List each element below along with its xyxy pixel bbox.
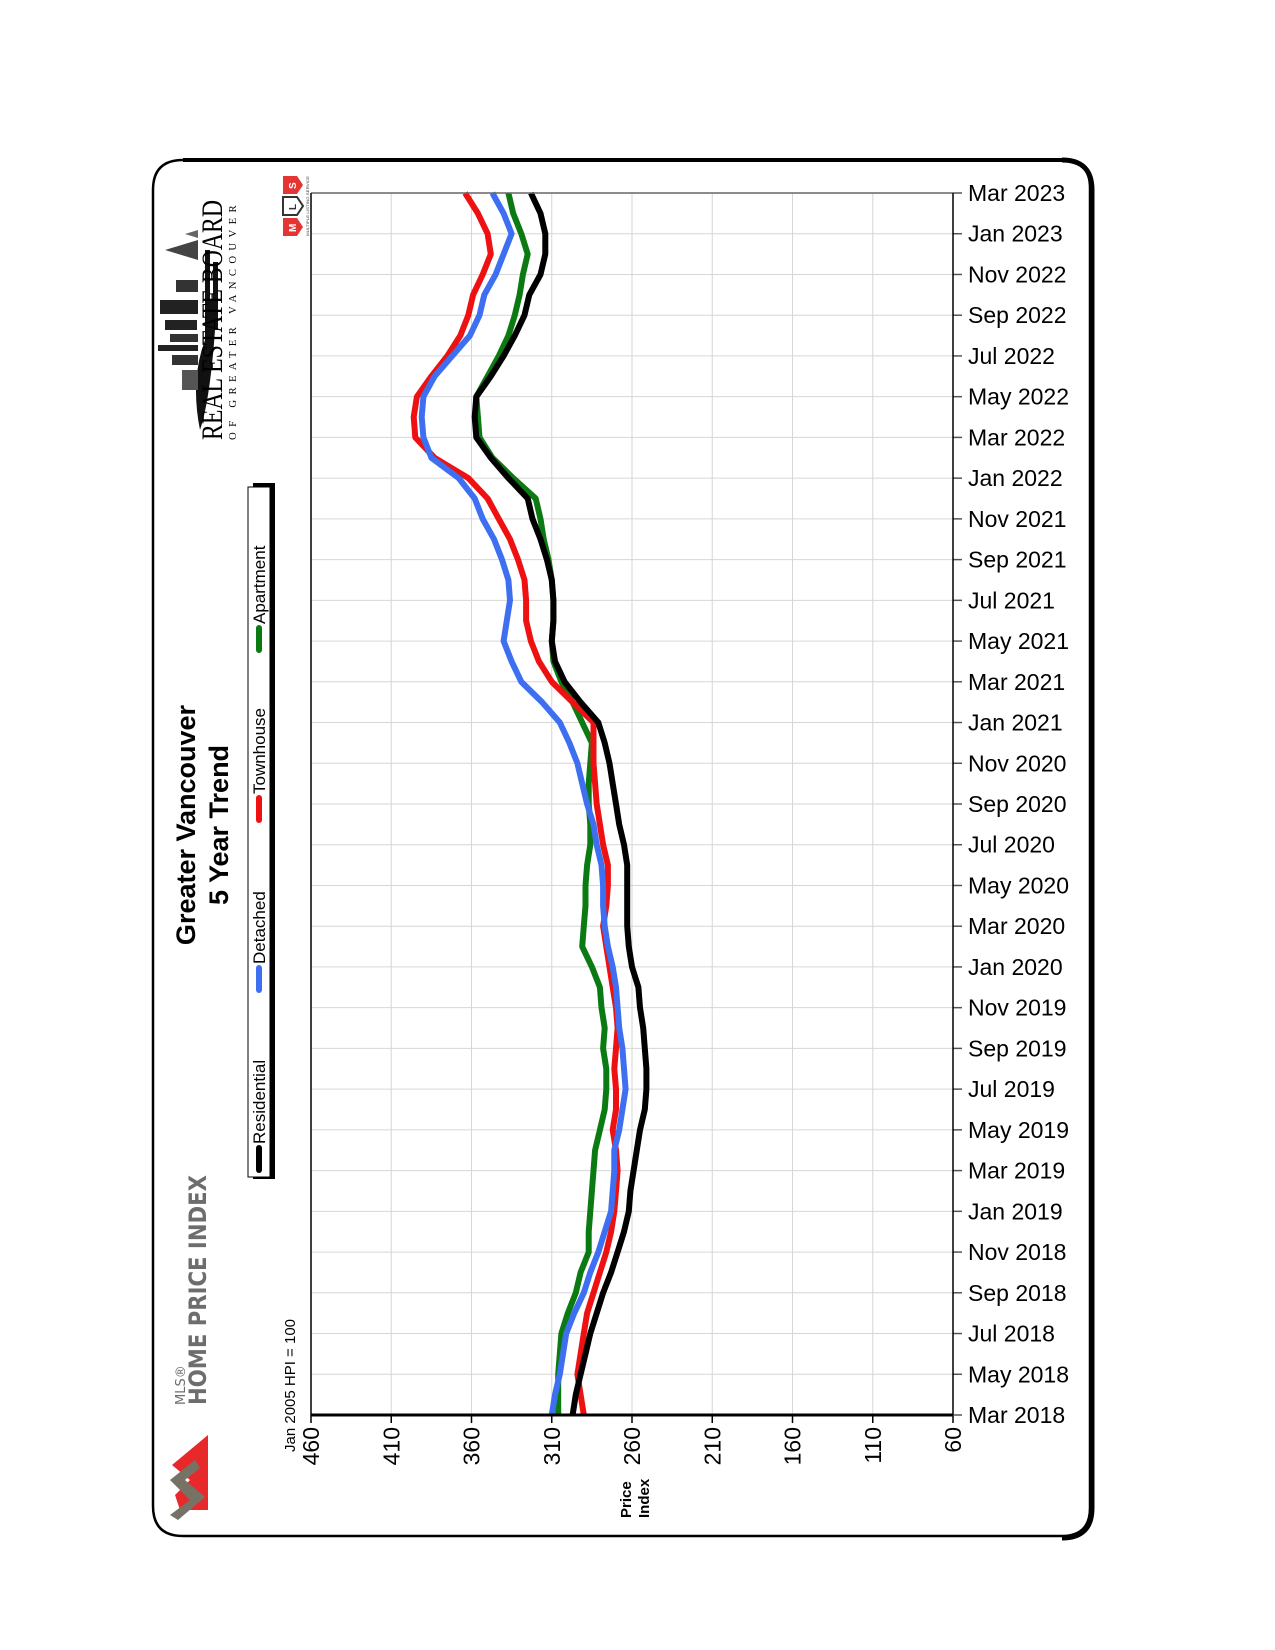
date-tick-label: Jan 2021 — [968, 710, 1063, 736]
date-tick-label: Nov 2018 — [968, 1239, 1066, 1265]
date-tick-label: Jul 2022 — [968, 343, 1055, 369]
date-tick-label: Jan 2022 — [968, 465, 1063, 491]
series-line-townhouse — [410, 191, 621, 1416]
hpi-logo: HOME PRICE INDEX MLS® — [170, 1175, 212, 1520]
date-tick-label: Mar 2021 — [968, 669, 1065, 695]
mls-l-house — [282, 196, 305, 216]
mls-logo: M L S MULTIPLE LISTING SERVICE — [282, 176, 310, 236]
rebgv-subtitle: OF GREATER VANCOUVER — [228, 200, 239, 440]
date-tick-label: Jul 2020 — [968, 832, 1055, 858]
value-tick-label: 160 — [780, 1427, 806, 1465]
date-tick-label: May 2021 — [968, 628, 1069, 654]
date-tick-label: Sep 2019 — [968, 1035, 1066, 1061]
mls-s-house — [283, 176, 303, 194]
date-tick-label: Mar 2022 — [968, 424, 1065, 450]
legend-label-detached: Detached — [250, 891, 269, 964]
rebgv-title: REAL ESTATE BOARD — [196, 200, 229, 440]
axes — [310, 192, 962, 1423]
date-tick-label: Mar 2020 — [968, 913, 1065, 939]
value-tick-label: 60 — [940, 1427, 966, 1453]
date-tick-label: Nov 2019 — [968, 995, 1066, 1021]
series-line-residential — [471, 191, 650, 1416]
date-tick-label: Jul 2018 — [968, 1321, 1055, 1347]
hpi-prefix: MLS® — [174, 1365, 189, 1405]
page-frame-shadow — [1061, 157, 1095, 1541]
date-tick-label: Jan 2019 — [968, 1198, 1063, 1224]
date-tick-label: Nov 2022 — [968, 261, 1066, 287]
value-tick-label: 460 — [298, 1427, 324, 1465]
svg-text:L: L — [288, 204, 299, 210]
date-tick-label: May 2022 — [968, 384, 1069, 410]
date-tick-label: Jul 2021 — [968, 587, 1055, 613]
date-tick-label: Sep 2020 — [968, 791, 1066, 817]
title-line-1: Greater Vancouver — [171, 704, 201, 945]
value-tick-label: 210 — [699, 1427, 725, 1465]
mls-tagline: MULTIPLE LISTING SERVICE — [305, 176, 310, 236]
title-line-2: 5 Year Trend — [204, 745, 234, 905]
date-tick-label: Sep 2022 — [968, 302, 1066, 328]
svg-text:S: S — [288, 182, 299, 189]
value-tick-label: 260 — [619, 1427, 645, 1465]
date-tick-label: Nov 2021 — [968, 506, 1066, 532]
hpi-logo-mark-gray — [170, 1460, 205, 1520]
chart-title: Greater Vancouver 5 Year Trend — [171, 704, 234, 945]
value-tick-label: 110 — [860, 1427, 886, 1464]
baseline-note: Jan 2005 HPI = 100 — [282, 1319, 299, 1452]
date-tick-label: Jul 2019 — [968, 1076, 1055, 1102]
date-tick-label: May 2020 — [968, 872, 1069, 898]
date-tick-label: Sep 2021 — [968, 547, 1066, 573]
axis-title-line-1: Price — [618, 1481, 635, 1518]
date-tick-label: Mar 2023 — [968, 180, 1065, 206]
skyline-icon — [158, 230, 218, 430]
date-tick-label: Nov 2020 — [968, 750, 1066, 776]
series-lines — [410, 191, 650, 1416]
legend-label-townhouse: Townhouse — [250, 708, 269, 794]
date-tick-label: Sep 2018 — [968, 1280, 1066, 1306]
legend-label-apartment: Apartment — [250, 545, 269, 624]
axis-title-line-2: Index — [636, 1478, 653, 1518]
date-tick-label: Jan 2020 — [968, 954, 1063, 980]
date-tick-label: Mar 2018 — [968, 1402, 1065, 1428]
legend-box — [247, 486, 271, 1178]
svg-text:M: M — [288, 224, 299, 232]
hpi-title: HOME PRICE INDEX — [184, 1175, 212, 1405]
value-tick-label: 410 — [378, 1427, 404, 1465]
date-tick-label: Mar 2019 — [968, 1158, 1065, 1184]
mls-m-house — [283, 218, 303, 236]
date-tick-label: Jan 2023 — [968, 221, 1063, 247]
date-tick-label: May 2018 — [968, 1361, 1069, 1387]
date-tick-label: May 2019 — [968, 1117, 1069, 1143]
value-tick-label: 360 — [459, 1427, 485, 1465]
value-tick-label: 310 — [539, 1427, 565, 1465]
legend-label-residential: Residential — [250, 1060, 269, 1144]
legend: Residential Detached Townhouse Apartment — [247, 483, 275, 1179]
rebgv-logo: REAL ESTATE BOARD OF GREATER VANCOUVER — [158, 200, 239, 440]
series-line-detached — [418, 191, 629, 1416]
